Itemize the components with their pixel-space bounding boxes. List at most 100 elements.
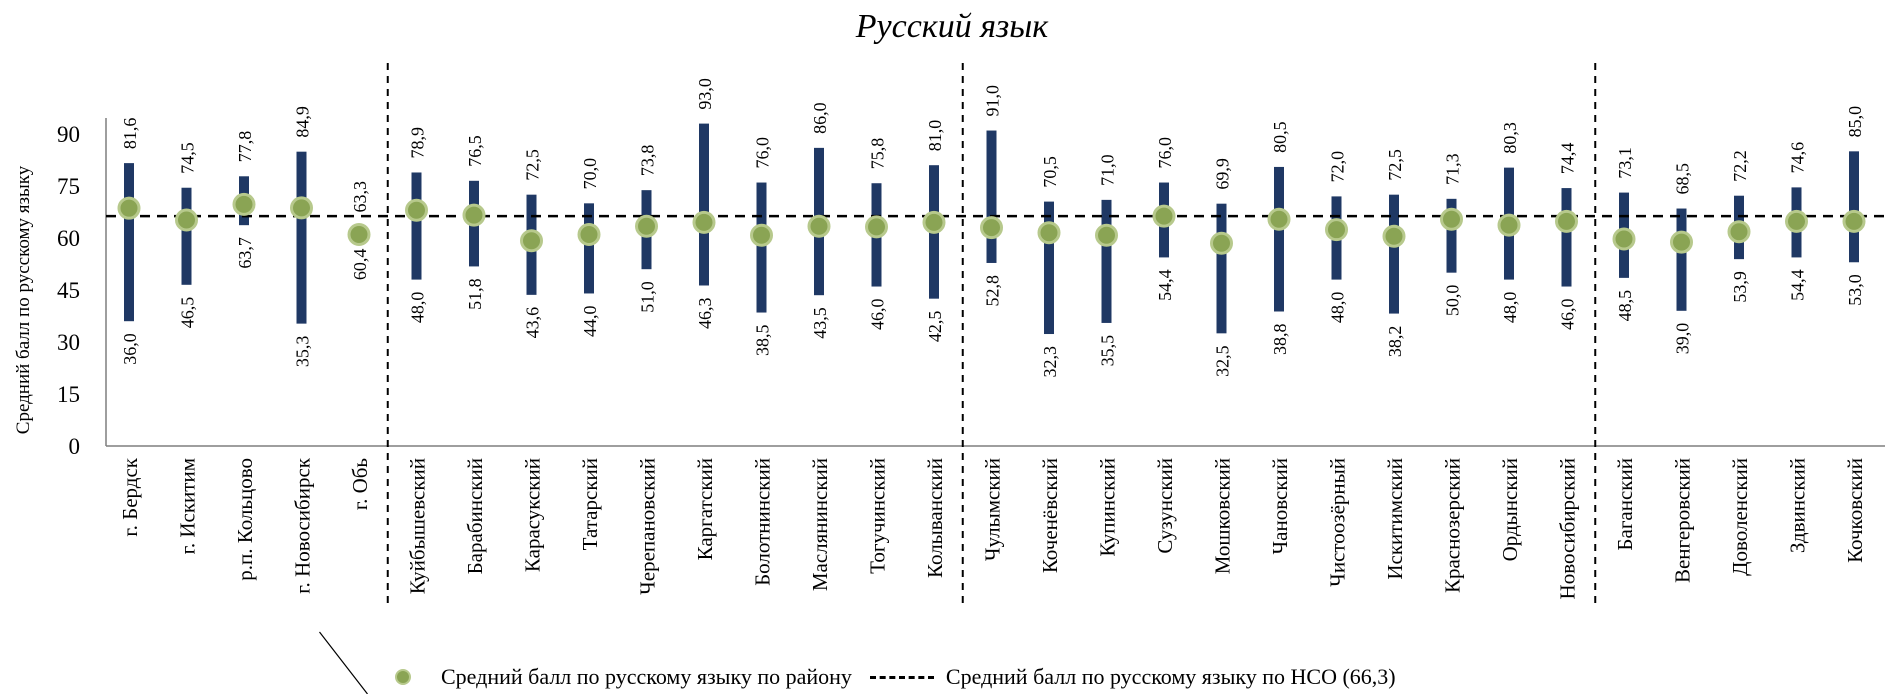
max-value-label: 70,0: [580, 158, 600, 190]
chart-title: Русский язык: [855, 8, 1050, 45]
range-bar: [756, 182, 767, 313]
mean-marker: [865, 215, 888, 239]
range-bar: [181, 187, 192, 285]
range-bar: [986, 130, 997, 263]
mean-marker: [1267, 207, 1291, 231]
category-label: Мошковский: [1211, 458, 1235, 574]
mean-marker: [1727, 220, 1751, 244]
category-label: Татарский: [578, 458, 602, 550]
range-bar: [1101, 199, 1112, 323]
legend-ref-line: [869, 675, 934, 679]
category-label: Болотнинский: [751, 458, 775, 586]
max-value-label: 72,5: [1385, 149, 1405, 181]
category-label: Кочковский: [1843, 458, 1867, 563]
max-value-label: 78,9: [408, 127, 428, 159]
max-value-label: 72,2: [1730, 150, 1750, 182]
max-value-label: 72,0: [1328, 151, 1348, 183]
legend-ref-label: Средний балл по русскому языку по НСО (6…: [945, 664, 1396, 689]
range-bar: [1849, 151, 1859, 263]
range-bar: [1274, 166, 1284, 312]
max-value-label: 73,1: [1615, 147, 1635, 179]
category-label: Искитимский: [1383, 458, 1407, 580]
min-value-label: 60,4: [350, 249, 370, 281]
range-bar: [411, 172, 422, 280]
category-label: г. Искитим: [176, 458, 200, 554]
max-value-label: 75,8: [868, 138, 888, 170]
category-label: г. Новосибирск: [291, 457, 315, 594]
min-value-label: 52,8: [983, 275, 1003, 307]
category-label: Венгеровский: [1671, 458, 1695, 583]
category-label: Купинский: [1096, 458, 1120, 557]
min-value-label: 46,5: [178, 297, 198, 329]
max-value-label: 76,0: [1155, 137, 1175, 169]
category-label: Новосибирский: [1556, 458, 1580, 599]
legend: Средний балл по русскому языку по району…: [395, 662, 1396, 692]
y-tick-label: 75: [57, 174, 80, 199]
category-label: Карасукский: [521, 458, 545, 572]
max-value-label: 76,5: [465, 135, 485, 167]
max-value-label: 85,0: [1845, 106, 1865, 138]
mean-marker: [232, 192, 256, 216]
category-label: Чановский: [1268, 458, 1292, 555]
min-value-label: 35,5: [1098, 335, 1118, 367]
max-value-label: 86,0: [810, 102, 830, 134]
min-value-label: 50,0: [1443, 285, 1463, 317]
mean-marker: [1497, 213, 1521, 237]
range-bar: [296, 151, 307, 324]
min-value-label: 32,3: [1040, 346, 1060, 378]
category-label: Чулымский: [981, 458, 1005, 561]
mean-marker: [175, 208, 198, 232]
mean-marker: [1152, 204, 1176, 228]
mean-marker: [1325, 218, 1348, 242]
min-value-label: 51,0: [638, 281, 658, 313]
mean-marker: [1210, 231, 1233, 255]
mean-marker: [1095, 223, 1118, 247]
range-bar: [124, 163, 134, 322]
max-value-label: 77,8: [235, 131, 255, 163]
min-value-label: 44,0: [580, 305, 600, 337]
y-tick-label: 90: [57, 122, 80, 147]
y-tick-label: 45: [57, 278, 80, 303]
max-value-label: 71,0: [1098, 154, 1118, 186]
min-value-label: 48,0: [408, 292, 428, 324]
legend-mean-label: Средний балл по русскому языку по району: [441, 664, 852, 689]
min-value-label: 48,5: [1615, 290, 1635, 322]
min-value-label: 46,0: [1558, 299, 1578, 331]
mean-marker: [347, 223, 371, 247]
min-value-label: 46,3: [695, 297, 715, 329]
category-label: Тогучинский: [866, 458, 890, 574]
category-label: Сузунский: [1153, 458, 1177, 554]
max-value-label: 72,5: [523, 149, 543, 181]
min-value-label: 54,4: [1788, 269, 1808, 301]
max-value-label: 81,6: [120, 118, 140, 150]
range-bar: [1561, 188, 1572, 287]
category-label: р.п. Кольцово: [233, 458, 257, 581]
mean-marker: [750, 223, 773, 247]
max-value-label: 69,9: [1213, 158, 1233, 190]
range-bar: [1044, 201, 1054, 335]
category-label: Маслянинский: [808, 458, 832, 591]
mean-marker: [577, 223, 601, 247]
mean-marker: [692, 210, 716, 234]
min-value-label: 63,7: [235, 237, 255, 269]
mean-marker: [1440, 207, 1463, 231]
min-value-label: 53,9: [1730, 271, 1750, 303]
min-value-label: 48,0: [1500, 292, 1520, 324]
y-tick-label: 60: [57, 226, 80, 251]
category-label: Ордынский: [1498, 458, 1522, 561]
mean-marker: [635, 214, 658, 238]
category-label: Черепановский: [636, 458, 660, 595]
max-value-label: 71,3: [1443, 153, 1463, 185]
mean-marker: [1842, 209, 1866, 233]
category-label: Здвинский: [1786, 458, 1810, 553]
category-label: г. Обь: [348, 458, 372, 510]
range-bar: [1389, 194, 1399, 314]
max-value-label: 63,3: [350, 181, 370, 213]
category-label: Доволенский: [1728, 458, 1752, 576]
category-label: г. Бердск: [118, 457, 142, 536]
category-label: Куйбышевский: [406, 458, 430, 594]
max-value-label: 74,4: [1558, 143, 1578, 175]
max-value-label: 68,5: [1673, 163, 1693, 195]
min-value-label: 51,8: [465, 278, 485, 310]
